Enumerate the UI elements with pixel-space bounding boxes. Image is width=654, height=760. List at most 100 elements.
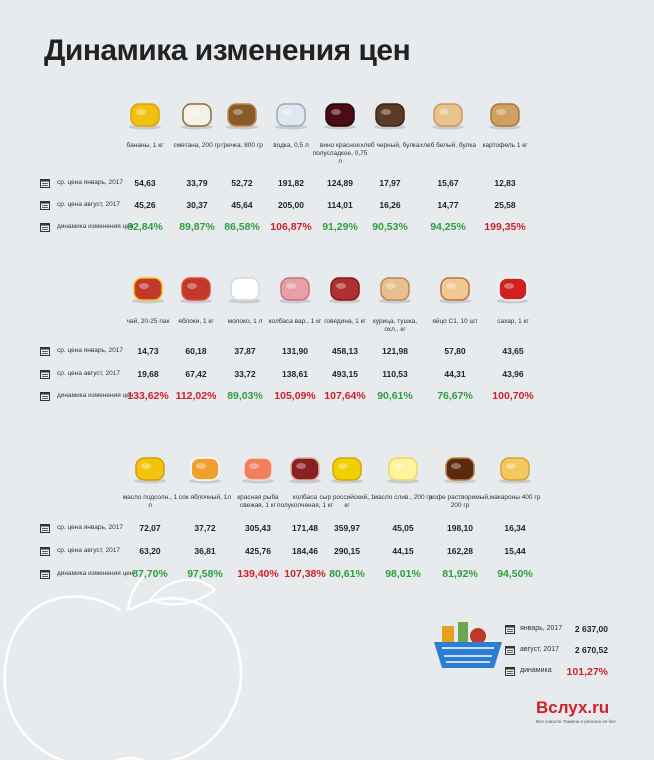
calendar-icon [40,392,50,401]
price-value: 124,89 [327,178,353,188]
product-icon [379,277,411,304]
product-icon [180,277,212,304]
price-value: 43,96 [502,369,524,379]
price-value: 14,73 [137,346,159,356]
product-name: сметана, 200 гр [173,142,221,149]
price-value: 131,90 [282,346,308,356]
product-icon [499,457,531,484]
product-icon [432,103,464,130]
calendar-icon [40,524,50,533]
calendar-icon [40,370,50,379]
product-name: сок яблочный, 1л [178,494,232,501]
calendar-icon [505,667,515,676]
price-value: 16,26 [379,200,401,210]
row-label: динамика изменения цен [57,223,134,230]
change-value: 89,87% [179,221,215,233]
change-value: 98,01% [385,568,421,580]
calendar-icon [40,223,50,232]
price-value: 162,28 [447,546,473,556]
product-icon [289,457,321,484]
price-value: 121,98 [382,346,408,356]
product-name: сахар, 1 кг [497,318,529,325]
product-name: вино красное полусладкое, 0,75 л [312,142,368,165]
change-value: 86,58% [224,221,260,233]
price-value: 138,61 [282,369,308,379]
row-label: ср. цена январь, 2017 [57,524,123,531]
row-label: ср. цена август, 2017 [57,370,120,377]
price-value: 205,00 [278,200,304,210]
calendar-icon [505,646,515,655]
price-value: 30,37 [186,200,208,210]
change-value: 91,29% [322,221,358,233]
product-icon [331,457,363,484]
price-value: 44,15 [392,546,414,556]
price-value: 45,64 [231,200,253,210]
summary-label: август, 2017 [520,646,559,653]
price-value: 110,53 [382,369,408,379]
product-icon [129,103,161,130]
price-value: 15,44 [504,546,526,556]
title: Динамика изменения цен [44,34,411,67]
product-icon [439,277,471,304]
change-value: 100,70% [492,390,534,402]
summary-value: 2 670,52 [574,645,608,655]
product-name: масло подсолн., 1 л [122,494,178,509]
change-value: 199,35% [484,221,526,233]
product-icon [181,103,213,130]
row-label: ср. цена январь, 2017 [57,179,123,186]
product-icon [444,457,476,484]
change-value: 107,64% [324,390,366,402]
price-value: 17,97 [379,178,401,188]
price-value: 12,83 [494,178,516,188]
tagline: Все новости Тюмени и региона on-line [536,719,616,724]
product-icon [275,103,307,130]
change-value: 81,92% [442,568,478,580]
change-value: 87,70% [132,568,168,580]
product-icon [489,103,521,130]
product-icon [226,103,258,130]
product-icon [189,457,221,484]
product-name: гречка, 800 гр [221,142,263,149]
product-icon [132,277,164,304]
price-value: 19,68 [137,369,159,379]
product-icon [242,457,274,484]
price-value: 493,15 [332,369,358,379]
price-value: 33,72 [234,369,256,379]
apple-outline [3,574,243,760]
price-value: 72,07 [139,523,161,533]
change-value: 82,84% [127,221,163,233]
row-label: ср. цена август, 2017 [57,201,120,208]
calendar-icon [40,179,50,188]
price-value: 171,48 [292,523,318,533]
logo: Вслух.ru [536,698,610,717]
product-name: макароны 400 гр [489,494,541,501]
row-label: динамика изменения цен [57,570,134,577]
price-value: 52,72 [231,178,253,188]
price-value: 63,20 [139,546,161,556]
price-value: 114,01 [327,200,353,210]
product-icon [329,277,361,304]
calendar-icon [40,201,50,210]
price-value: 15,67 [437,178,459,188]
price-value: 36,81 [194,546,216,556]
product-name: хлеб белый, булка [420,142,476,149]
row-label: ср. цена январь, 2017 [57,347,123,354]
calendar-icon [40,347,50,356]
product-name: колбаса полукопченая, 1 кг [276,494,334,509]
price-value: 67,42 [185,369,207,379]
product-name: курица, тушка, охл., кг [372,318,418,333]
product-name: молоко, 1 л [227,318,263,325]
product-name: сыр российский, 1 кг [319,494,375,509]
product-name: масло слив., 200 гр [373,494,433,501]
summary-label: январь, 2017 [520,625,563,632]
product-icon [134,457,166,484]
price-value: 16,34 [504,523,526,533]
calendar-icon [40,570,50,579]
product-name: хлеб черный, булка [360,142,420,149]
price-value: 14,77 [437,200,459,210]
product-name: водка, 0,5 л [273,142,309,149]
price-value: 45,26 [134,200,156,210]
row-label: динамика изменения цен [57,392,134,399]
product-icon [279,277,311,304]
